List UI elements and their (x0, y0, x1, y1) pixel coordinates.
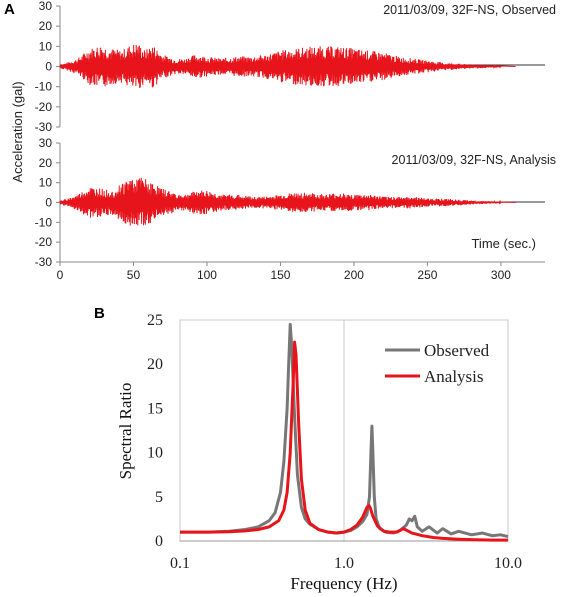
y-tick-label: 30 (39, 136, 53, 150)
y-tick-label: -30 (35, 255, 53, 269)
x-tick-label: 200 (344, 268, 364, 282)
x-tick-label: 150 (270, 268, 290, 282)
legend-analysis-label: Analysis (424, 367, 484, 386)
subplot-observed-annotation: 2011/03/09, 32F-NS, Observed (383, 3, 556, 17)
y-tick-label: 0 (45, 60, 52, 74)
panel-b: B 0 5 10 15 20 25 0.1 1.0 10.0 Observed Analysi… (94, 305, 522, 593)
panel-a-x-axis-label: Time (sec.) (471, 236, 536, 251)
panel-a-x-ticks: 0 50 100 150 200 250 300 (57, 262, 511, 282)
y-tick-label: 20 (39, 156, 53, 170)
panel-a-y-axis-label: Acceleration (gal) (10, 81, 25, 182)
y-tick-label: 20 (39, 19, 53, 33)
x-tick-label: 1.0 (334, 555, 354, 572)
panel-b-x-ticks: 0.1 1.0 10.0 (170, 555, 522, 572)
y-tick-label: 20 (147, 356, 163, 373)
subplot-analysis-annotation: 2011/03/09, 32F-NS, Analysis (392, 153, 556, 167)
x-tick-label: 10.0 (494, 555, 522, 572)
y-tick-label: 15 (147, 400, 163, 417)
x-tick-label: 300 (491, 268, 511, 282)
analysis-waveform (59, 177, 516, 226)
panel-b-y-axis-label: Spectral Ratio (116, 383, 135, 480)
panel-b-letter: B (94, 305, 105, 322)
y-tick-label: -10 (35, 215, 53, 229)
observed-waveform (59, 44, 516, 88)
x-tick-label: 250 (417, 268, 437, 282)
y-tick-label: 30 (39, 0, 53, 13)
x-tick-label: 0.1 (170, 555, 190, 572)
subplot-observed-y-ticks: 30 20 10 0 -10 -20 -30 (35, 0, 60, 134)
y-tick-label: 10 (39, 39, 53, 53)
x-tick-label: 100 (197, 268, 217, 282)
panel-a-letter: A (4, 1, 15, 18)
analysis-series-line (180, 340, 508, 542)
x-tick-label: 50 (127, 268, 141, 282)
y-tick-label: 25 (147, 312, 163, 329)
y-tick-label: -30 (35, 120, 53, 134)
y-tick-label: -20 (35, 100, 53, 114)
panel-b-y-ticks: 0 5 10 15 20 25 (147, 312, 163, 550)
y-tick-label: 0 (45, 196, 52, 210)
subplot-analysis-y-ticks: 30 20 10 0 -10 -20 -30 (35, 136, 60, 269)
y-tick-label: -20 (35, 235, 53, 249)
y-tick-label: 5 (155, 489, 163, 506)
y-tick-label: 10 (147, 445, 163, 462)
y-tick-label: -10 (35, 80, 53, 94)
subplot-analysis: 30 20 10 0 -10 -20 -30 2011/03/09, 32F-NS, Ana… (35, 136, 556, 269)
y-tick-label: 0 (155, 533, 163, 550)
y-tick-label: 10 (39, 176, 53, 190)
x-tick-label: 0 (57, 268, 64, 282)
legend-observed-label: Observed (424, 341, 490, 360)
panel-b-legend: Observed Analysis (385, 341, 490, 386)
subplot-observed: 30 20 10 0 -10 -20 -30 2011/03/09, 32F-NS, Obs… (35, 0, 556, 134)
panel-b-x-axis-label: Frequency (Hz) (290, 574, 397, 593)
